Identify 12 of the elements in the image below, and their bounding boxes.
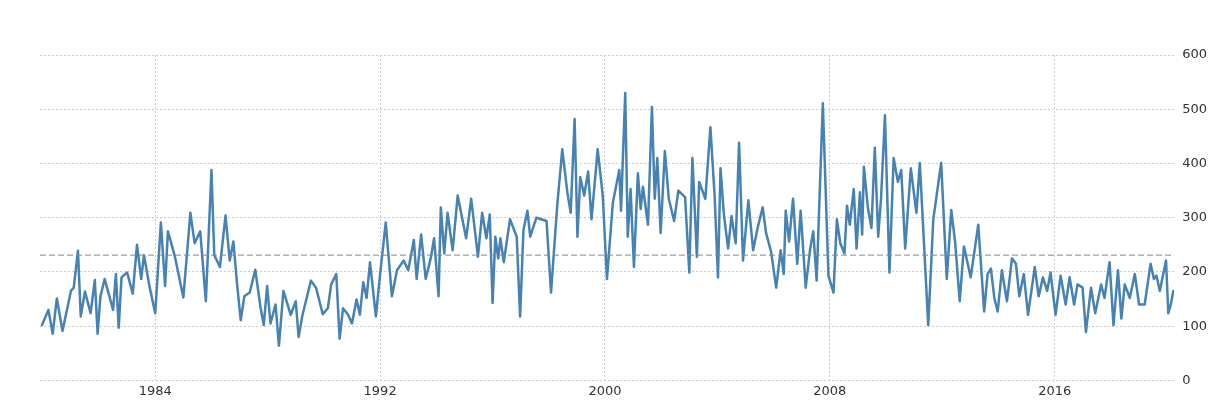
y-tick-label: 300 — [1182, 209, 1208, 225]
x-tick-label: 1992 — [363, 382, 397, 398]
y-tick-label: 200 — [1182, 263, 1208, 279]
y-tick-label: 600 — [1182, 46, 1208, 62]
x-tick-label: 2016 — [1038, 382, 1072, 398]
y-tick-label: 500 — [1182, 100, 1208, 116]
y-tick-label: 100 — [1182, 317, 1208, 333]
x-tick-label: 2008 — [813, 382, 847, 398]
y-tick-label: 0 — [1182, 371, 1191, 387]
y-tick-label: 400 — [1182, 154, 1208, 170]
x-tick-label: 1984 — [138, 382, 172, 398]
x-tick-label: 2000 — [588, 382, 622, 398]
